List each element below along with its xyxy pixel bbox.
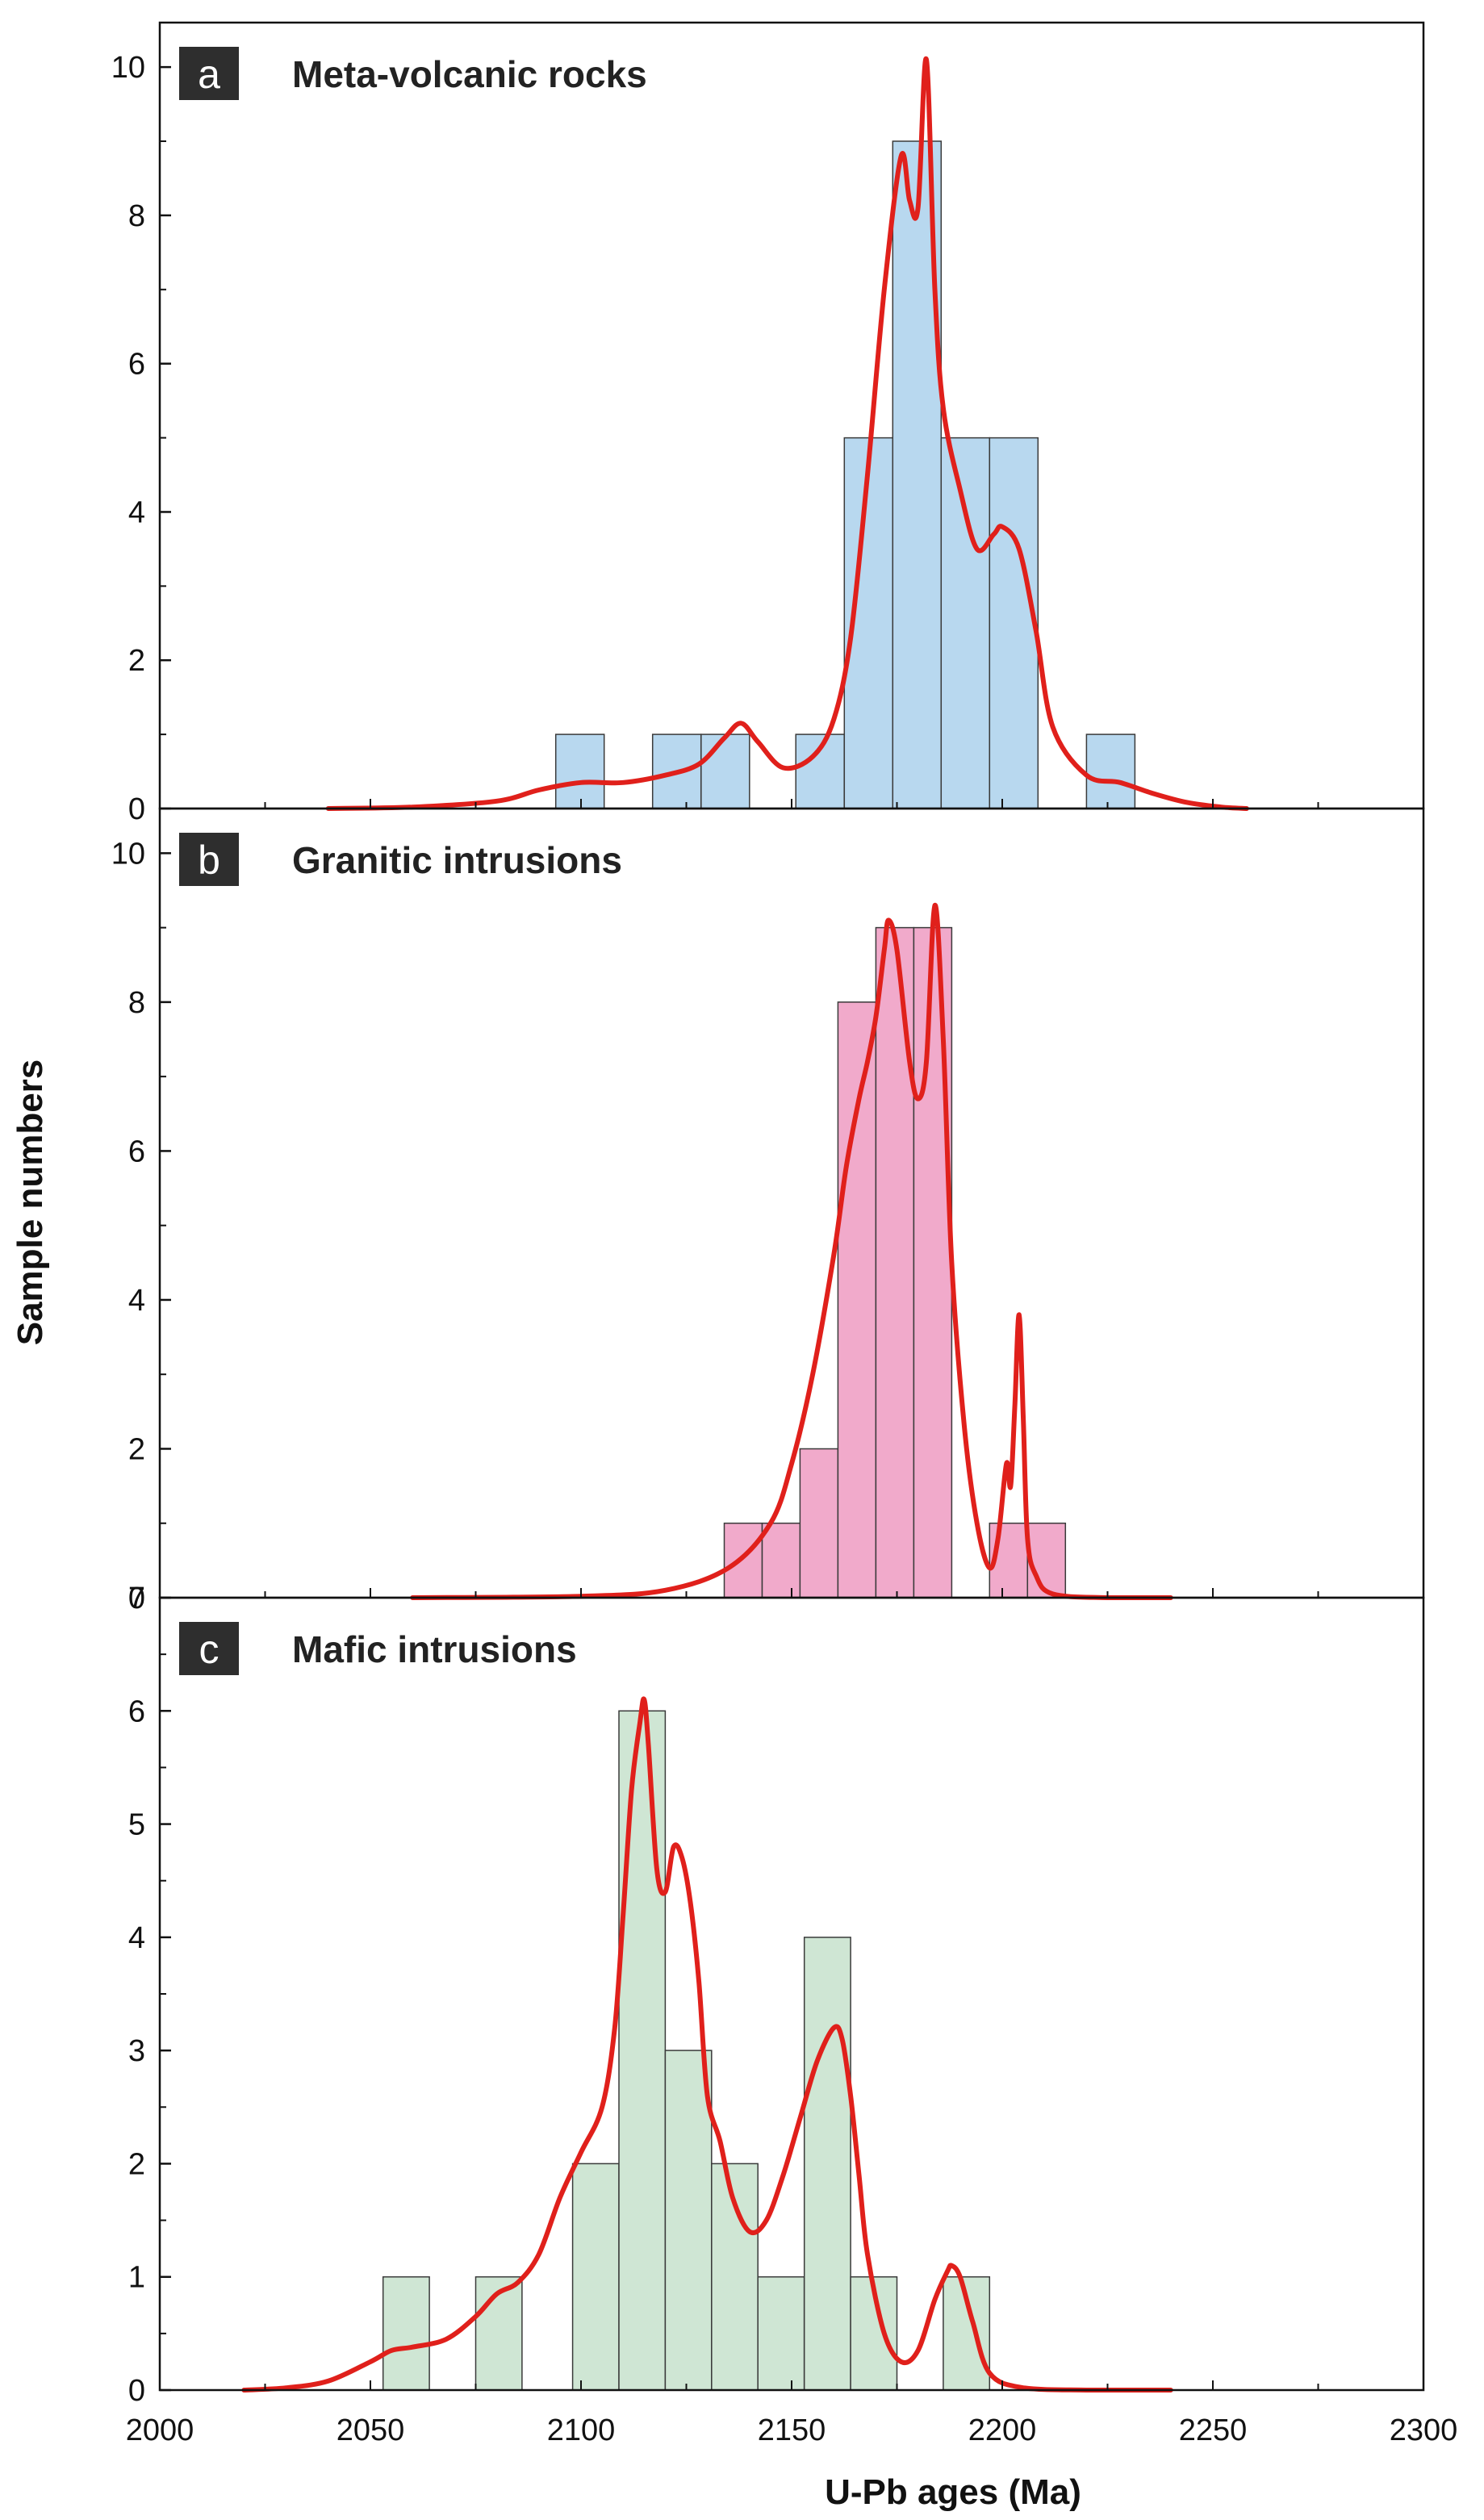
- density-curve: [410, 902, 1173, 1601]
- x-tick-label: 2300: [1390, 2413, 1458, 2447]
- histogram-bar: [761, 1522, 801, 1599]
- x-tick-label: 2200: [968, 2413, 1037, 2447]
- x-axis-title: U-Pb ages (Ma): [825, 2472, 1081, 2512]
- histogram-bar: [940, 437, 991, 809]
- histogram-bar: [554, 733, 605, 809]
- panel-a: 0 2 4 6 8 10 a Meta-volcanic rocks: [111, 21, 1425, 826]
- y-tick-label: 10: [111, 837, 145, 871]
- y-tick-label: 2: [128, 644, 145, 678]
- histogram-bar: [382, 2276, 430, 2391]
- y-axis-title: Sample numbers: [10, 1059, 50, 1346]
- panel-label-badge: [179, 47, 239, 100]
- y-tick-label: 4: [128, 1284, 145, 1318]
- histogram-bar: [1026, 1522, 1067, 1599]
- y-tick-label: 5: [128, 1808, 145, 1842]
- y-tick-label: 7: [128, 1582, 145, 1615]
- panel-label-badge: [179, 1622, 239, 1675]
- y-tick-label: 1: [128, 2261, 145, 2295]
- panel-label: b: [198, 838, 220, 883]
- y-tick-label: 10: [111, 51, 145, 85]
- y-tick-label: 4: [128, 1921, 145, 1955]
- panel-label: a: [198, 52, 220, 97]
- y-tick-label: 6: [128, 1135, 145, 1168]
- histogram-bar: [837, 1001, 877, 1599]
- x-tick-label: 2000: [126, 2413, 194, 2447]
- panel-title: Granitic intrusions: [292, 839, 622, 881]
- y-tick-label: 0: [128, 2374, 145, 2408]
- histogram-bar: [700, 733, 750, 809]
- panel-label: c: [199, 1627, 219, 1672]
- panel-b: 0 2 4 6 8 10 b Granitic intrusions: [111, 807, 1425, 1615]
- histogram-bar: [723, 1522, 763, 1599]
- density-curve: [325, 56, 1249, 811]
- x-axis: 2000 2050 2100 2150 2200 2250 2300: [126, 2413, 1458, 2447]
- y-tick-label: 8: [128, 986, 145, 1020]
- histogram-bar: [618, 1710, 667, 2391]
- panel-title: Mafic intrusions: [292, 1628, 577, 1670]
- histogram-bar: [1085, 733, 1136, 809]
- histogram-bar: [757, 2276, 805, 2391]
- y-tick-label: 2: [128, 1432, 145, 1466]
- histogram-bar: [664, 2050, 713, 2391]
- histogram-bar: [850, 2276, 898, 2391]
- y-tick-label: 4: [128, 495, 145, 529]
- y-tick-label: 3: [128, 2034, 145, 2068]
- histogram-bar: [875, 926, 915, 1599]
- y-tick-label: 6: [128, 1695, 145, 1728]
- y-tick-label: 6: [128, 348, 145, 382]
- histogram-bar: [803, 1937, 851, 2391]
- y-tick-label: 2: [128, 2147, 145, 2181]
- histogram-bar: [989, 437, 1039, 809]
- panel-title: Meta-volcanic rocks: [292, 53, 647, 95]
- x-tick-label: 2150: [758, 2413, 826, 2447]
- panel-c: 0 1 2 3 4 5 6 7 c Mafic intrusions: [128, 1582, 1425, 2408]
- x-tick-label: 2050: [337, 2413, 405, 2447]
- density-curve: [241, 1696, 1173, 2393]
- panel-label-badge: [179, 833, 239, 886]
- y-tick-label: 0: [128, 792, 145, 826]
- histogram-bar: [913, 926, 953, 1599]
- y-tick-label: 8: [128, 199, 145, 233]
- y-tick-label: 0: [128, 1582, 145, 1615]
- histogram-bar: [799, 1448, 839, 1599]
- x-tick-label: 2250: [1179, 2413, 1248, 2447]
- histogram-bar: [571, 2163, 620, 2391]
- x-tick-label: 2100: [547, 2413, 616, 2447]
